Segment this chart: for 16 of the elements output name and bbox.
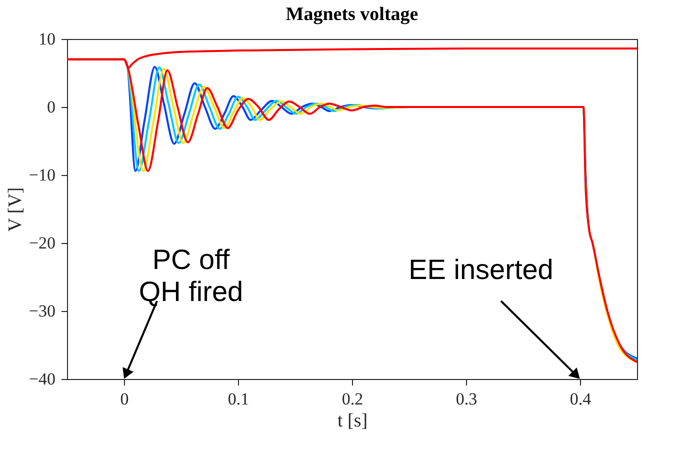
y-tick-label: 0	[47, 98, 56, 116]
annotation: EE inserted	[408, 254, 554, 285]
chart-title: Magnets voltage	[286, 4, 418, 25]
y-tick-label: −10	[28, 166, 56, 184]
y-tick-label: −30	[28, 302, 56, 320]
y-tick-label: −40	[28, 370, 56, 388]
y-tick-label: −20	[28, 234, 56, 252]
x-tick-label: 0	[120, 390, 129, 408]
x-axis-title: t [s]	[337, 410, 368, 432]
y-tick-label: 10	[38, 30, 56, 48]
y-axis-title: V [V]	[4, 187, 26, 232]
annotation: PC off QH fired	[138, 244, 244, 307]
x-tick-label: 0.2	[342, 390, 364, 408]
x-tick-label: 0.4	[570, 390, 592, 408]
x-tick-label: 0.3	[456, 390, 478, 408]
x-tick-label: 0.1	[228, 390, 250, 408]
